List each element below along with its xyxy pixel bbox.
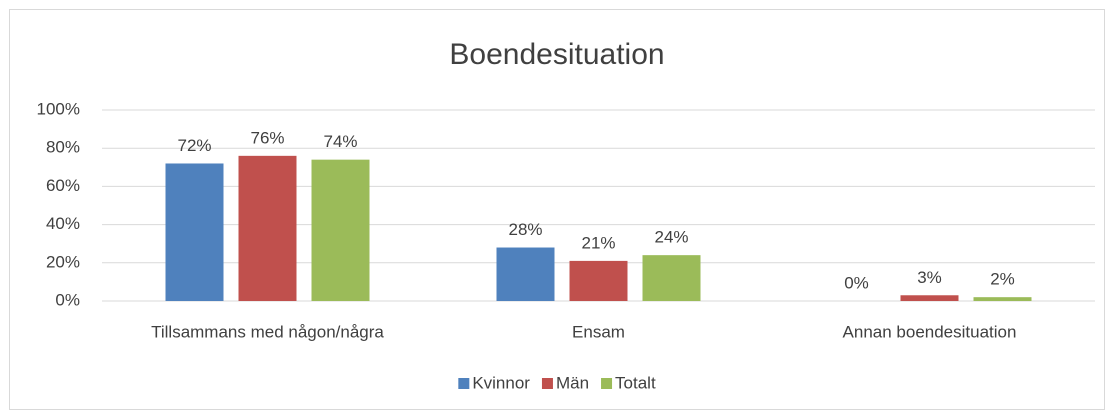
bar <box>238 155 297 301</box>
y-tick-label: 80% <box>46 138 80 157</box>
bar <box>900 295 959 301</box>
bar <box>973 297 1032 301</box>
x-tick-label: Annan boendesituation <box>843 322 1017 341</box>
legend-swatch <box>601 378 613 389</box>
value-label: 76% <box>250 128 284 147</box>
bar <box>569 260 628 301</box>
y-tick-label: 0% <box>55 290 80 309</box>
value-label: 28% <box>508 220 542 239</box>
value-label: 0% <box>844 273 869 292</box>
legend-swatch <box>541 378 553 389</box>
y-tick-label: 40% <box>46 214 80 233</box>
chart-title: Boendesituation <box>449 38 664 71</box>
y-tick-label: 100% <box>37 99 80 118</box>
y-tick-label: 20% <box>46 252 80 271</box>
legend-label: Totalt <box>615 373 656 392</box>
value-label: 2% <box>990 270 1015 289</box>
legend-label: Män <box>556 373 589 392</box>
value-label: 3% <box>917 268 942 287</box>
bar <box>496 247 555 301</box>
x-tick-label: Ensam <box>572 322 625 341</box>
bar <box>311 159 370 301</box>
value-label: 74% <box>323 132 357 151</box>
value-label: 72% <box>177 136 211 155</box>
value-label: 21% <box>581 233 615 252</box>
value-label: 24% <box>654 228 688 247</box>
legend-swatch <box>458 378 470 389</box>
bar <box>642 255 701 301</box>
x-tick-label: Tillsammans med någon/några <box>151 322 384 341</box>
bar <box>165 163 224 301</box>
y-tick-label: 60% <box>46 176 80 195</box>
legend-label: Kvinnor <box>472 373 530 392</box>
